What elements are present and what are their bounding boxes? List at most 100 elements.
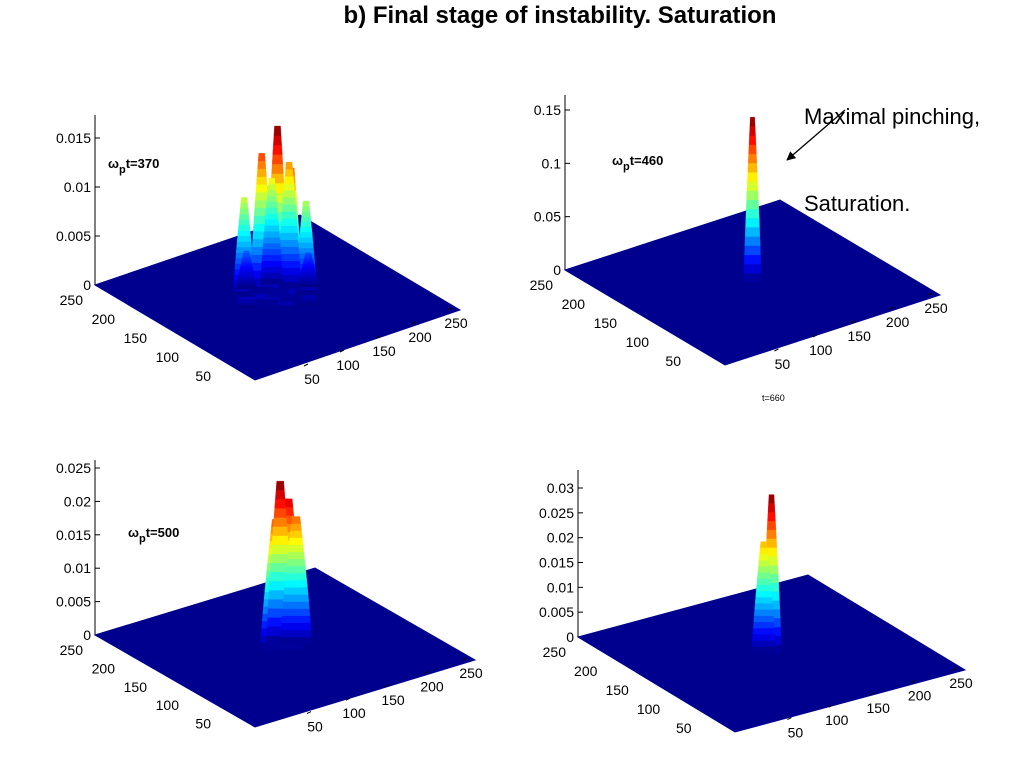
- x-tick-mark: [411, 321, 417, 325]
- surface-peak-band: [243, 250, 250, 254]
- time-label-value: t=370: [126, 156, 160, 171]
- x-tick-mark: [375, 335, 381, 339]
- x-tick-label: 100: [342, 705, 366, 721]
- x-tick-label: 250: [924, 300, 948, 316]
- time-label-omega: ω: [612, 153, 623, 168]
- y-tick-label: 200: [574, 663, 598, 679]
- y-tick-label: 100: [637, 701, 661, 717]
- x-tick-label: 250: [444, 315, 468, 331]
- z-tick-label: 0.015: [56, 527, 91, 543]
- y-tick-label: 50: [665, 353, 681, 369]
- surface-plot-top-left: 0 0.005 0.01 0.015 50 100 150 200 250 50 100 150 200…: [30, 110, 510, 395]
- y-tick-label: 200: [92, 660, 116, 676]
- time-label: ωpt=460: [612, 153, 663, 173]
- surface-peak-band: [759, 541, 768, 548]
- x-tick-label: 100: [825, 712, 849, 728]
- time-label-small: t=660: [762, 393, 785, 403]
- time-label: ωpt=370: [108, 156, 159, 176]
- x-tick-mark: [812, 334, 818, 338]
- annotation-line-2: Saturation.: [804, 191, 911, 216]
- z-tick-label: 0.005: [56, 228, 91, 244]
- time-label-value: t=460: [630, 153, 664, 168]
- surface-peak-band: [749, 117, 756, 127]
- annotation-line-1: Maximal pinching,: [804, 104, 981, 129]
- y-tick-label: 200: [92, 311, 116, 327]
- x-tick-mark: [869, 692, 875, 696]
- time-label: ωpt=500: [128, 525, 179, 545]
- surface-plot-svg: 0 0.005 0.01 0.015 0.02 0.025 0.03 50 100 150 200 2…: [539, 470, 973, 741]
- time-label-sub: p: [623, 161, 630, 173]
- x-tick-mark: [889, 306, 894, 310]
- z-tick-label: 0.01: [547, 579, 574, 595]
- annotation-text: Maximal pinching, Saturation.: [804, 44, 980, 247]
- y-tick-label: 50: [676, 720, 692, 736]
- surface-plot-bottom-right: 0 0.005 0.01 0.015 0.02 0.025 0.03 50 100 150 200 2…: [530, 470, 1000, 745]
- y-tick-label: 250: [543, 644, 567, 660]
- surface-peak-band: [275, 480, 285, 491]
- z-tick-label: 0: [83, 277, 91, 293]
- y-tick-label: 200: [562, 296, 586, 312]
- y-tick-label: 100: [156, 349, 180, 365]
- surface-plot-svg: 0 0.005 0.01 0.015 50 100 150 200 250 50 100 150 200…: [56, 115, 468, 387]
- x-tick-label: 50: [775, 356, 791, 372]
- z-tick-label: 0.005: [56, 594, 91, 610]
- x-tick-mark: [911, 679, 916, 683]
- z-tick-label: 0.02: [64, 493, 91, 509]
- y-tick-label: 150: [124, 679, 148, 695]
- z-tick-label: 0.015: [539, 555, 574, 571]
- z-tick-label: 0: [566, 629, 574, 645]
- time-label-value: t=500: [146, 525, 180, 540]
- x-tick-mark: [927, 292, 933, 296]
- z-tick-label: 0.05: [534, 209, 561, 225]
- y-tick-label: 150: [605, 682, 629, 698]
- z-tick-label: 0.03: [547, 480, 574, 496]
- x-tick-mark: [462, 657, 468, 661]
- x-tick-mark: [787, 717, 792, 721]
- slide-title: b) Final stage of instability. Saturatio…: [343, 2, 777, 29]
- x-tick-mark: [339, 349, 345, 353]
- surface-peak-band: [273, 125, 282, 136]
- surface-peak-band: [240, 197, 248, 204]
- z-tick-label: 0.15: [534, 102, 561, 118]
- surface-plot-svg: 0 0.005 0.01 0.015 0.02 0.025 50 100 150 200 250 50…: [56, 460, 483, 735]
- z-tick-label: 0.1: [542, 155, 562, 171]
- x-tick-label: 50: [788, 725, 804, 741]
- surface-peak-band: [305, 252, 312, 255]
- x-tick-label: 200: [420, 678, 444, 694]
- x-tick-label: 100: [809, 342, 833, 358]
- x-tick-mark: [447, 307, 453, 311]
- surface-peak-band: [302, 200, 310, 207]
- z-tick-label: 0.025: [539, 505, 574, 521]
- surface-peak-band: [285, 161, 293, 170]
- x-tick-mark: [952, 667, 958, 671]
- surface-peak-band: [768, 494, 775, 504]
- x-tick-label: 100: [336, 357, 360, 373]
- x-tick-mark: [423, 670, 429, 674]
- y-tick-label: 250: [530, 277, 554, 293]
- z-tick-label: 0.005: [539, 604, 574, 620]
- x-tick-mark: [384, 684, 390, 688]
- time-label-omega: ω: [128, 525, 139, 540]
- surface-plot-svg: 0 0.05 0.1 0.15 50 100 150 200 250 50 100 150 200 250…: [530, 95, 948, 372]
- annotation-arrow-line: [786, 109, 846, 161]
- x-tick-label: 150: [372, 343, 396, 359]
- y-tick-label: 50: [195, 368, 211, 384]
- x-tick-mark: [850, 320, 856, 324]
- x-tick-label: 250: [459, 665, 483, 681]
- z-tick-label: 0.01: [64, 179, 91, 195]
- y-tick-label: 50: [195, 716, 211, 732]
- x-tick-label: 150: [848, 328, 872, 344]
- z-tick-label: 0.02: [547, 530, 574, 546]
- x-tick-label: 250: [949, 675, 973, 691]
- x-tick-mark: [345, 697, 351, 701]
- x-tick-label: 200: [908, 687, 932, 703]
- y-tick-label: 250: [60, 292, 84, 308]
- surface-peak-band: [291, 516, 301, 524]
- y-tick-label: 150: [594, 315, 618, 331]
- x-tick-label: 50: [307, 719, 323, 735]
- y-tick-label: 100: [626, 334, 650, 350]
- z-tick-label: 0.015: [56, 130, 91, 146]
- time-label-sub: p: [139, 533, 146, 545]
- y-tick-label: 250: [60, 642, 84, 658]
